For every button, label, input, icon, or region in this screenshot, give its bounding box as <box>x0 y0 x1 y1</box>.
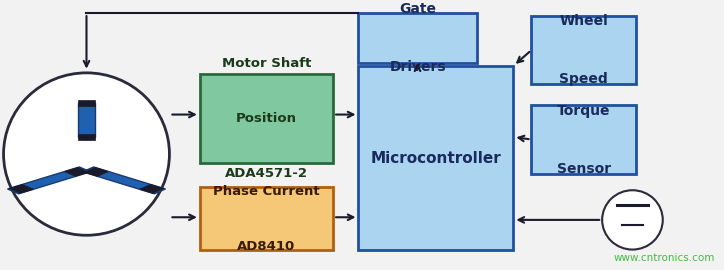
Text: Motor Shaft: Motor Shaft <box>222 57 311 70</box>
Text: Gate: Gate <box>400 2 437 16</box>
Text: Drivers: Drivers <box>390 60 446 74</box>
Polygon shape <box>78 103 95 137</box>
Text: Speed: Speed <box>560 72 608 86</box>
Polygon shape <box>84 167 109 176</box>
Text: Sensor: Sensor <box>557 161 611 176</box>
Text: Position: Position <box>236 112 297 125</box>
Polygon shape <box>83 167 166 194</box>
Text: Phase Current: Phase Current <box>213 185 320 198</box>
Polygon shape <box>9 184 33 193</box>
Text: Wheel: Wheel <box>560 14 608 28</box>
FancyBboxPatch shape <box>200 74 333 163</box>
FancyBboxPatch shape <box>358 66 513 250</box>
Polygon shape <box>78 100 95 106</box>
Polygon shape <box>140 184 164 193</box>
FancyBboxPatch shape <box>531 16 636 84</box>
Text: AD8410: AD8410 <box>237 239 295 253</box>
Text: Torque: Torque <box>557 104 610 118</box>
Text: Microcontroller: Microcontroller <box>371 150 501 166</box>
Polygon shape <box>7 167 90 194</box>
Text: ADA4571-2: ADA4571-2 <box>225 167 308 180</box>
Text: www.cntronics.com: www.cntronics.com <box>614 253 715 263</box>
FancyBboxPatch shape <box>358 13 477 63</box>
FancyBboxPatch shape <box>200 187 333 250</box>
FancyBboxPatch shape <box>531 105 636 174</box>
Polygon shape <box>64 167 89 176</box>
Ellipse shape <box>602 190 662 249</box>
Polygon shape <box>78 134 95 140</box>
Ellipse shape <box>4 73 169 235</box>
